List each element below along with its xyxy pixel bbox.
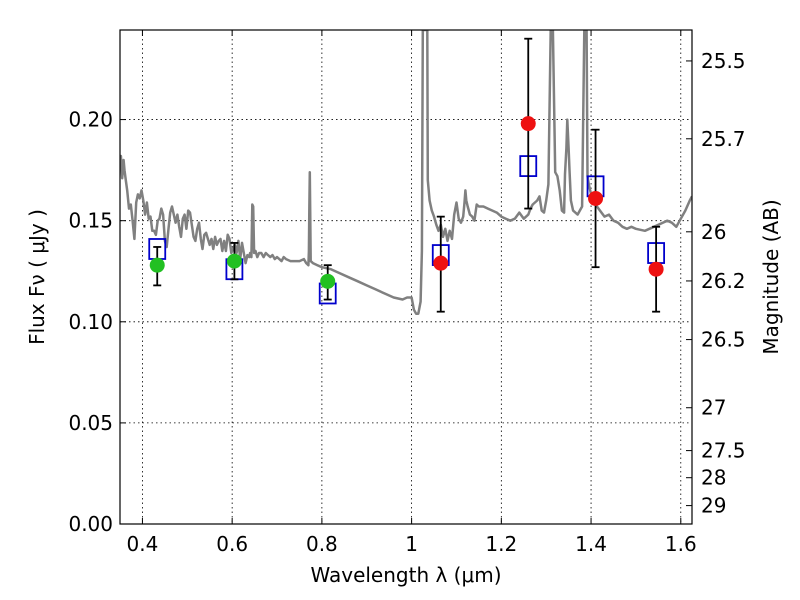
right-tick-label: 26 xyxy=(701,220,726,244)
right-tick-label: 29 xyxy=(701,494,726,518)
observed-flux-point xyxy=(648,261,664,277)
observed-flux-point xyxy=(520,116,536,132)
observed-flux-point xyxy=(320,273,336,289)
y-tick-label: 0.00 xyxy=(68,512,113,536)
x-tick-label: 0.4 xyxy=(127,532,159,556)
plot-area xyxy=(120,30,692,315)
observed-flux-point xyxy=(433,255,449,271)
plot-frame xyxy=(119,29,693,525)
right-tick-label: 27.5 xyxy=(701,439,746,463)
right-tick-label: 27 xyxy=(701,396,726,420)
grid-lines xyxy=(120,30,692,525)
y-axis-label-right: Magnitude (AB) xyxy=(759,199,783,354)
x-tick-label: 1.4 xyxy=(575,532,607,556)
y-tick-label: 0.05 xyxy=(68,411,113,435)
x-tick-label: 1.2 xyxy=(485,532,517,556)
x-tick-label: 1 xyxy=(405,532,418,556)
right-tick-label: 28 xyxy=(701,466,726,490)
x-tick-label: 0.8 xyxy=(306,532,338,556)
observed-flux-point xyxy=(226,253,242,269)
y-tick-label: 0.15 xyxy=(68,209,113,233)
right-tick-label: 26.2 xyxy=(701,269,746,293)
y-axis-label-left: Flux Fν ( μJy ) xyxy=(25,209,49,345)
observed-flux-point xyxy=(588,190,604,206)
x-tick-label: 1.6 xyxy=(665,532,697,556)
y-tick-label: 0.20 xyxy=(68,108,113,132)
observed-flux-point xyxy=(149,257,165,273)
x-axis-label: Wavelength λ (μm) xyxy=(310,563,501,587)
right-tick-label: 25.5 xyxy=(701,49,746,73)
axis-ticks: 0.4 0.6 0.8 1 1.2 1.4 1.6 0.00 0.05 0.10 0.15 0.20 2… xyxy=(68,30,746,556)
y-tick-label: 0.10 xyxy=(68,310,113,334)
x-tick-label: 0.6 xyxy=(216,532,248,556)
right-tick-label: 25.7 xyxy=(701,127,746,151)
right-tick-label: 26.5 xyxy=(701,328,746,352)
model-spectrum-line xyxy=(120,30,692,315)
